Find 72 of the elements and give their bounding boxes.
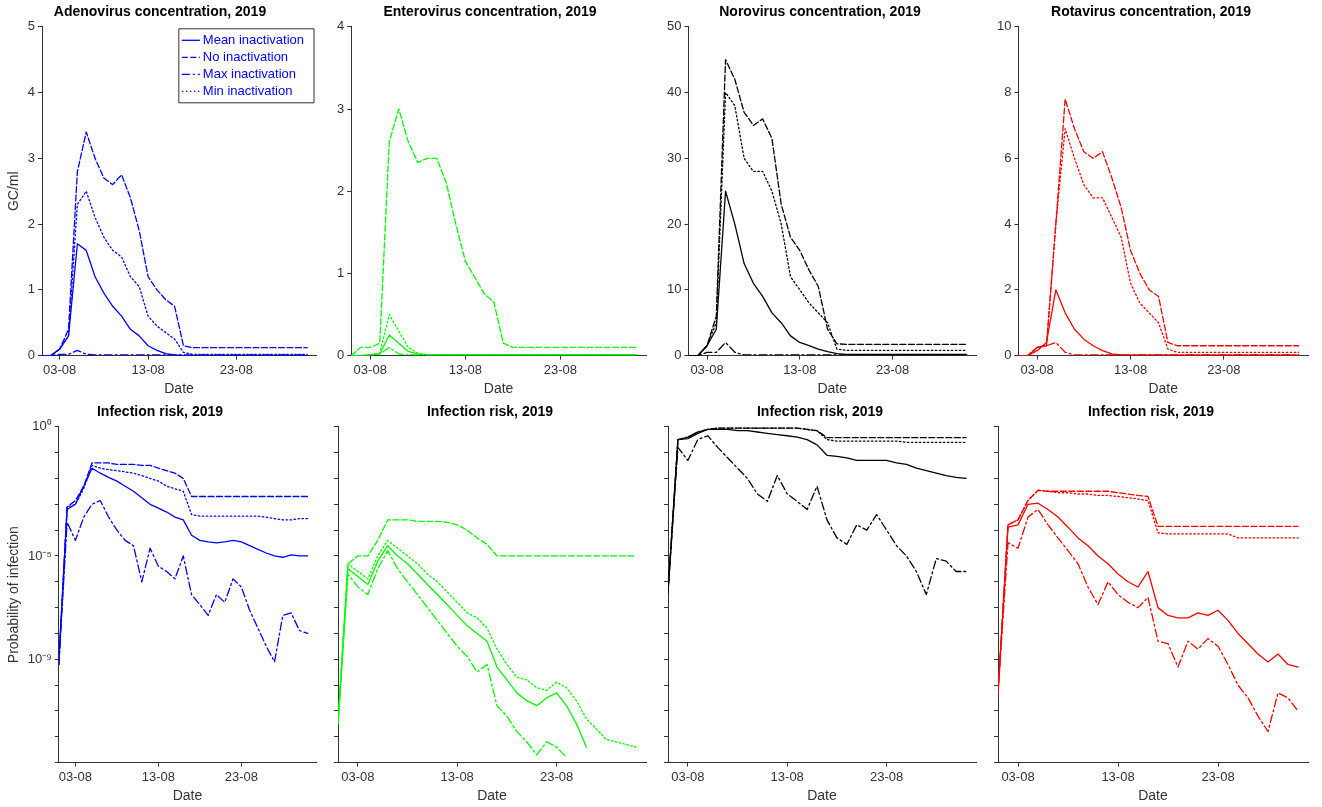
x-tick-label: 23-08: [543, 361, 578, 377]
x-axis-title: Date: [477, 787, 507, 804]
x-tick-label: 23-08: [1207, 361, 1241, 377]
y-tick-label: 10: [666, 281, 682, 297]
x-axis-title: Date: [1138, 787, 1168, 804]
x-tick-label: 03-08: [1001, 768, 1035, 784]
y-tick-label: 10: [996, 18, 1012, 34]
x-axis-title: Date: [817, 380, 848, 397]
x-axis-title: Date: [807, 787, 837, 804]
x-tick-label: 23-08: [539, 768, 574, 784]
x-tick-label: 13-08: [1113, 361, 1148, 377]
x-axis-title: Date: [1148, 380, 1179, 397]
x-tick-label: 13-08: [448, 361, 482, 377]
y-tick-label: 2: [337, 182, 345, 198]
y-tick-label: 1: [27, 281, 36, 297]
x-axis-title: Date: [172, 787, 203, 804]
y-tick-label: 5: [27, 18, 36, 34]
x-tick-label: 23-08: [869, 768, 904, 784]
y-tick-label: 3: [27, 149, 36, 165]
chart-title: Infection risk, 2019: [1087, 403, 1215, 420]
legend-label: Mean inactivation: [202, 31, 304, 47]
chart-title: Infection risk, 2019: [96, 403, 224, 420]
chart-title: Norovirus concentration, 2019: [719, 3, 921, 20]
x-tick-label: 13-08: [131, 361, 165, 377]
x-tick-label: 03-08: [58, 768, 93, 784]
y-axis-title: GC/ml: [5, 171, 22, 212]
chart-title: Adenovirus concentration, 2019: [53, 3, 267, 20]
x-tick-label: 03-08: [690, 361, 724, 377]
x-tick-label: 13-08: [770, 768, 804, 784]
x-tick-label: 03-08: [353, 361, 387, 377]
x-axis-title: Date: [164, 380, 195, 397]
y-tick-label: 30: [666, 149, 682, 165]
y-axis-title: Probability of infection: [5, 526, 22, 664]
y-tick-label: 10⁰: [32, 418, 52, 434]
chart-title: Infection risk, 2019: [756, 403, 884, 420]
chart-title: Enterovirus concentration, 2019: [383, 3, 597, 20]
y-tick-label: 1: [337, 264, 345, 280]
y-tick-label: 0: [1004, 347, 1012, 363]
y-tick-label: 3: [337, 100, 345, 116]
legend-label: No inactivation: [202, 48, 289, 64]
y-tick-label: 0: [27, 347, 36, 363]
x-tick-label: 23-08: [875, 361, 910, 377]
x-tick-label: 03-08: [671, 768, 705, 784]
x-tick-label: 13-08: [783, 361, 817, 377]
y-tick-label: 4: [27, 84, 36, 100]
y-tick-label: 4: [337, 18, 345, 34]
y-tick-label: 0: [674, 347, 682, 363]
y-tick-label: 10⁻⁹: [27, 650, 52, 666]
legend-label: Min inactivation: [202, 82, 293, 98]
y-tick-label: 20: [666, 215, 682, 231]
y-tick-label: 40: [666, 84, 682, 100]
legend-label: Max inactivation: [202, 65, 297, 81]
x-tick-label: 03-08: [43, 361, 77, 377]
x-tick-label: 23-08: [224, 768, 258, 784]
x-tick-label: 03-08: [341, 768, 375, 784]
x-tick-label: 13-08: [440, 768, 474, 784]
chart-title: Infection risk, 2019: [426, 403, 554, 420]
y-tick-label: 10⁻⁵: [27, 547, 52, 563]
x-tick-label: 03-08: [1020, 361, 1054, 377]
y-tick-label: 2: [27, 215, 36, 231]
x-tick-label: 23-08: [1201, 768, 1235, 784]
x-axis-title: Date: [483, 380, 514, 397]
x-tick-label: 13-08: [141, 768, 175, 784]
y-tick-label: 0: [337, 347, 345, 363]
y-tick-label: 8: [1004, 84, 1012, 100]
y-tick-label: 6: [1004, 149, 1012, 165]
chart-title: Rotavirus concentration, 2019: [1051, 3, 1252, 20]
x-tick-label: 23-08: [219, 361, 254, 377]
y-tick-label: 4: [1004, 215, 1012, 231]
x-tick-label: 13-08: [1101, 768, 1135, 784]
y-tick-label: 2: [1004, 281, 1012, 297]
y-tick-label: 50: [666, 18, 682, 34]
